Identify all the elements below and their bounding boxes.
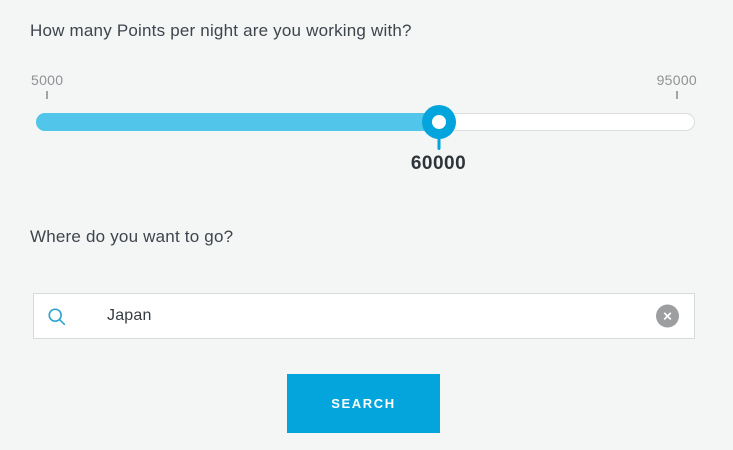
search-icon — [46, 306, 67, 327]
slider-min-label: 5000 — [31, 72, 64, 88]
slider-max-group: 95000 — [657, 72, 697, 99]
search-button[interactable]: SEARCH — [287, 374, 440, 433]
points-slider-track[interactable]: 60000 — [36, 105, 695, 174]
slider-min-group: 5000 — [31, 72, 63, 99]
slider-min-tick — [46, 91, 49, 99]
clear-button[interactable]: ✕ — [656, 304, 679, 328]
slider-value: 60000 — [410, 153, 467, 174]
points-question: How many Points per night are you workin… — [30, 21, 412, 40]
destination-question: Where do you want to go? — [30, 227, 234, 246]
slider-max-label: 95000 — [656, 72, 697, 88]
close-icon: ✕ — [662, 309, 673, 323]
slider-handle-tail — [437, 138, 440, 150]
slider-handle-hole — [431, 115, 446, 129]
slider-fill — [36, 113, 438, 131]
slider-handle[interactable] — [421, 105, 456, 150]
destination-search-box: ✕ — [33, 293, 695, 339]
destination-input[interactable] — [107, 307, 644, 325]
slider-max-tick — [675, 91, 678, 99]
